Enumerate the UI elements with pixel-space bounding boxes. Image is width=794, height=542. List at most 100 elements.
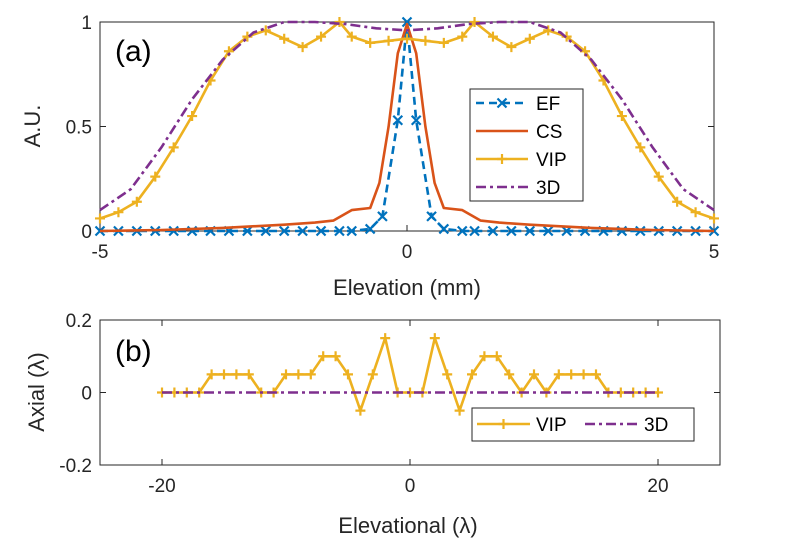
data-point-vip [438,37,449,48]
panel-a-axes-box [99,21,715,232]
y-tick-label: 0.2 [66,311,92,332]
data-point-ef [542,225,554,237]
y-tick-label: -0.2 [59,456,92,477]
series-vip [95,17,719,224]
y-tick-label: 0 [81,222,92,243]
data-point-ef [401,16,413,28]
legend-label-ef: EF [536,94,560,115]
data-point-ef [487,225,499,237]
legend-marker-ef [496,97,508,109]
legend-label-vip: VIP [536,150,567,171]
data-point-vip [578,369,589,380]
data-point-ef [377,211,388,222]
data-point-vip [243,369,254,380]
legend-marker-vip [497,154,507,164]
data-point-vip [293,369,304,380]
data-point-vip [690,207,701,218]
data-point-vip [420,35,431,46]
data-point-vip [318,351,329,362]
data-point-vip [297,42,308,53]
data-point-ef [635,225,646,237]
data-point-vip [305,369,316,380]
x-tick-label: 20 [647,476,668,497]
data-point-ef [334,225,345,237]
data-point-vip [479,351,490,362]
data-point-vip [469,17,480,27]
data-point-vip [367,369,378,380]
x-tick-label: -5 [92,242,109,263]
data-point-ef [260,225,272,237]
panel-a-legend: EF CS VIP 3D [469,88,584,202]
data-point-ef [297,225,308,237]
data-point-vip [281,369,291,380]
data-point-vip [566,369,577,380]
data-point-vip [635,142,646,153]
data-point-vip [95,213,105,224]
data-point-vip [709,213,719,224]
data-point-vip [343,369,353,380]
data-point-vip [454,405,465,416]
data-point-ef [346,225,358,237]
x-tick-label: 0 [402,242,413,263]
data-point-ef [392,114,404,126]
data-point-vip [591,369,601,380]
x-tick-label: -20 [148,476,175,497]
data-point-vip [168,142,179,153]
data-point-ef [426,211,437,222]
data-point-vip [365,37,376,48]
series-cs [99,22,715,233]
panel-a: -5 0 500.51 (a) Elevation (mm) A.U. EFCSVI… [20,13,719,300]
panel-b: -20 0 20 -0.2 0 0.2 (b) Elevational (λ) Axial… [24,311,721,538]
y-tick-label: 0 [81,384,92,405]
data-point-vip [491,351,502,362]
data-point-ef [364,223,376,235]
data-point-vip [346,31,357,42]
data-point-ef [469,225,480,237]
data-point-ef [438,223,450,235]
panel-a-legend-box [469,88,584,202]
x-tick-label: 5 [709,242,720,263]
panel-b-label: (b) [115,335,152,368]
panel-b-x-axis-label: Elevational (λ) [338,513,477,538]
data-point-vip [334,17,345,27]
legend-label-3d: 3D [536,178,560,199]
data-point-ef [168,225,179,237]
data-point-vip [113,207,124,218]
data-point-vip [355,405,366,416]
y-tick-label: 0.5 [66,118,92,139]
panel-a-y-axis-label: A.U. [20,105,45,148]
data-point-vip [506,42,517,53]
data-point-vip [529,369,539,380]
data-point-vip [279,33,290,44]
series-line-3d [99,20,715,212]
data-point-vip [383,35,394,46]
series-line-cs [99,22,715,233]
data-point-vip [653,171,664,182]
legend-label-cs: CS [536,122,562,143]
data-point-vip [330,351,341,362]
data-point-vip [429,333,440,344]
data-point-vip [231,369,242,380]
data-point-ef [456,225,468,237]
data-point-vip [206,369,217,380]
data-point-vip [504,369,515,380]
panel-b-legend: VIP 3D [471,407,695,442]
data-point-vip [150,171,161,182]
panel-a-x-axis-label: Elevation (mm) [333,275,481,300]
data-point-vip [672,196,683,207]
data-point-ef [410,114,422,126]
y-tick-label: 1 [81,13,92,34]
panel-b-y-axis-label: Axial (λ) [24,352,49,431]
x-tick-label: 0 [405,476,416,497]
data-point-vip [616,111,627,122]
data-point-vip [487,31,498,42]
data-point-ef [278,225,290,237]
panel-a-series [94,16,720,237]
data-point-vip [380,333,391,344]
data-point-vip [524,33,535,44]
panel-b-ticks: -20 0 20 -0.2 0 0.2 [59,311,720,497]
data-point-vip [553,369,564,380]
data-point-vip [187,111,198,122]
data-point-vip [316,31,327,42]
